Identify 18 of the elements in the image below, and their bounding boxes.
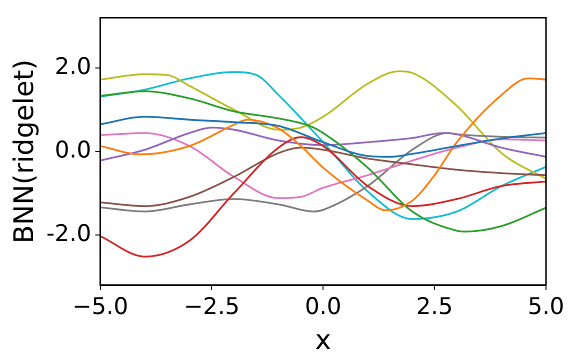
x-tick-label: 2.5 [416,294,453,320]
line-series [100,70,546,180]
line-series [100,126,546,162]
line-series [100,146,546,207]
y-tick-label: 0.0 [54,137,92,164]
y-tick-label: -2.0 [46,220,92,247]
x-axis-title: x [315,324,332,356]
x-tick-label: −2.5 [184,294,240,320]
x-tick-label: 5.0 [528,294,564,320]
line-series [100,90,546,232]
x-tick-label: −5.0 [72,294,128,320]
x-tick-label: 0.0 [304,294,342,320]
line-series [100,132,546,212]
line-series [100,136,546,258]
y-tick-label: 2.0 [54,54,92,80]
line-series [100,132,546,200]
line-series [100,116,546,158]
y-axis-title: BNN(ridgelet) [9,59,40,244]
